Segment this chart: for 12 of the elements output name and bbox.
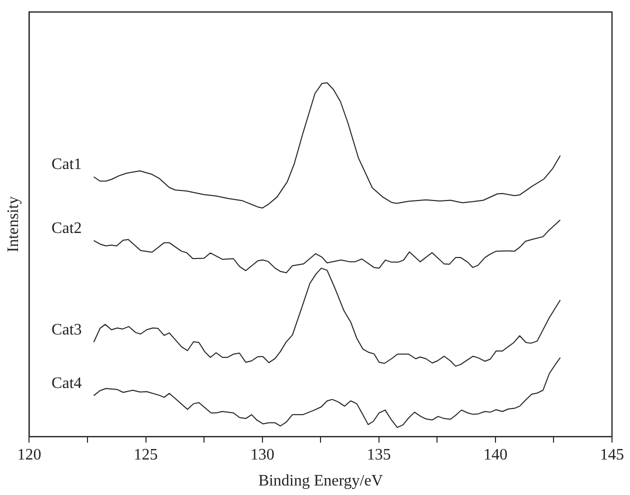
x-tick-label: 140 (483, 446, 508, 464)
x-tick-label: 145 (600, 446, 624, 464)
series-label: Cat1 (52, 156, 82, 174)
series-label: Cat3 (52, 321, 82, 338)
series-label: Cat2 (52, 220, 82, 237)
y-axis-title: Intensity (4, 196, 22, 252)
series-label: Cat4 (52, 374, 82, 392)
x-tick-label: 130 (250, 446, 274, 464)
x-axis-title: Binding Energy/eV (258, 472, 384, 490)
x-tick-label: 135 (366, 446, 391, 464)
x-tick-label: 120 (17, 446, 42, 464)
x-tick-label: 125 (134, 446, 158, 464)
